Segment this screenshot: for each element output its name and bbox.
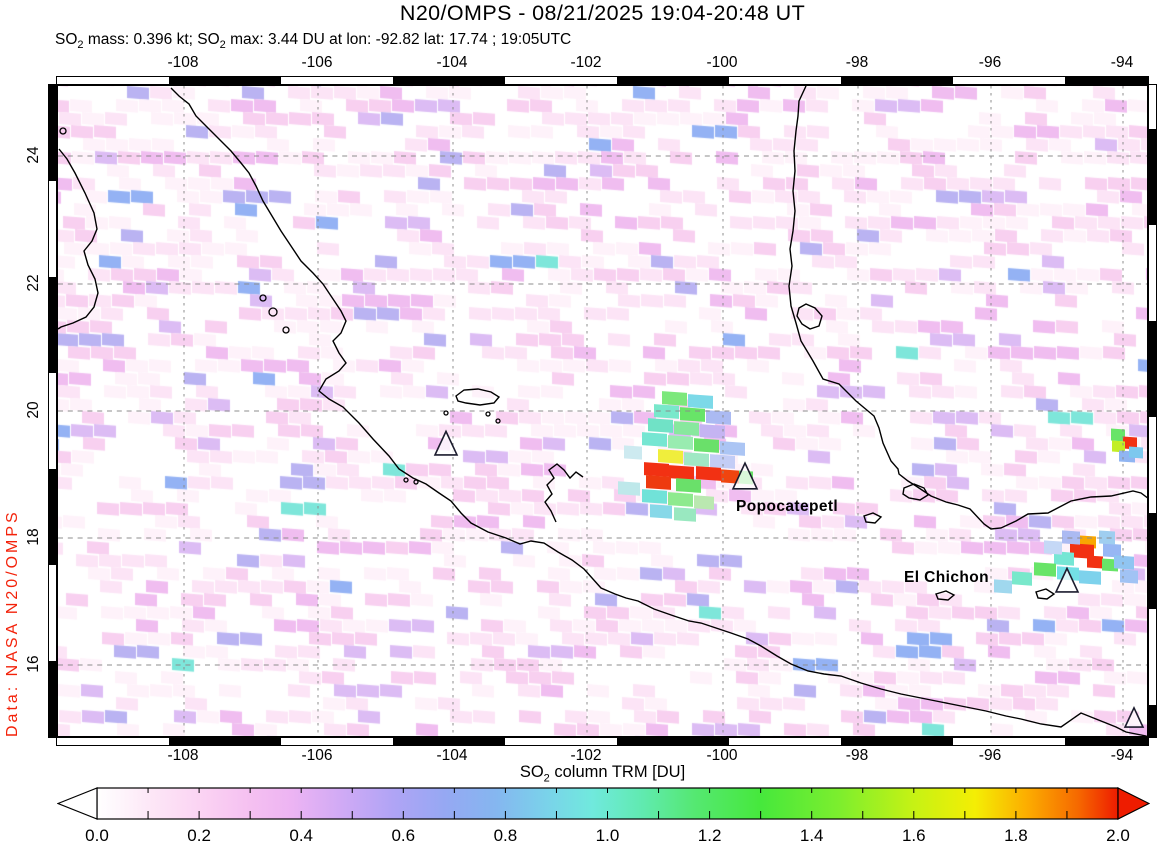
subtitle-text: SO xyxy=(55,31,78,48)
coastline-chiapas-lake-2 xyxy=(1035,588,1056,600)
map-frame-top xyxy=(56,76,1149,85)
volcano-marker-el-chichon xyxy=(1054,566,1080,593)
lat-tick-label-left: 22 xyxy=(25,274,42,292)
coastline-balsas-river xyxy=(544,463,584,523)
islet xyxy=(485,411,491,417)
lon-tick-label-top: -108 xyxy=(167,54,199,71)
colorbar-title-text: column TRM [DU] xyxy=(549,763,686,781)
lon-tick-label-bottom: -106 xyxy=(301,747,333,764)
colorbar-tick-label: 1.2 xyxy=(697,826,722,845)
subtitle-text: max: 3.44 DU at lon: -92.82 lat: 17.74 ;… xyxy=(225,31,572,48)
colorbar-title-subscript: 2 xyxy=(543,772,550,785)
colorbar-title-text: SO xyxy=(519,763,544,781)
lon-tick-label-top: -104 xyxy=(436,54,468,71)
map-plot-area: Popocatepetl El Chichon xyxy=(57,85,1148,737)
colorbar-tick-label: 0.4 xyxy=(289,826,313,845)
colorbar xyxy=(57,787,1150,820)
lon-tick-label-bottom: -98 xyxy=(845,747,869,764)
colorbar-title: SO2 column TRM [DU] xyxy=(57,763,1148,784)
lat-tick-label-left: 24 xyxy=(25,146,42,164)
colorbar-arrow-right xyxy=(1117,787,1150,820)
lon-tick-label-bottom: -102 xyxy=(570,747,602,764)
colorbar-tick-label: 0.2 xyxy=(187,826,211,845)
colorbar-tick-label: 1.0 xyxy=(595,826,620,845)
coastline-baja-california xyxy=(58,148,99,330)
map-overlay-svg xyxy=(58,86,1147,736)
islet xyxy=(495,418,501,424)
islet xyxy=(443,410,449,416)
volcano-label-popocatepetl: Popocatepetl xyxy=(736,498,839,515)
coastline-gulf-coast xyxy=(788,86,1147,530)
lon-tick-label-bottom: -94 xyxy=(1110,747,1134,764)
coastline-pacific-mainland xyxy=(170,87,1147,736)
colorbar-tick-label: 0.6 xyxy=(391,826,416,845)
lat-tick-label-left: 16 xyxy=(25,655,42,673)
lon-tick-label-top: -94 xyxy=(1110,54,1134,71)
islet xyxy=(59,127,67,135)
subtitle-subscript: 2 xyxy=(77,39,84,52)
colorbar-tick-label: 1.4 xyxy=(799,826,824,845)
map-frame-left xyxy=(48,84,57,738)
colorbar-tick-label: 1.8 xyxy=(1004,826,1028,845)
islet xyxy=(268,307,278,317)
map-frame-right xyxy=(1148,84,1157,738)
colorbar-tick-label: 2.0 xyxy=(1106,826,1130,845)
lon-tick-label-bottom: -108 xyxy=(167,747,199,764)
volcano-marker-volcano-unlabeled-corner xyxy=(1123,705,1145,728)
lon-tick-label-top: -98 xyxy=(845,54,869,71)
colorbar-tick-label: 0.8 xyxy=(493,826,518,845)
lon-tick-label-bottom: -104 xyxy=(436,747,468,764)
colorbar-tick-label: 0.0 xyxy=(85,826,109,845)
volcano-marker-popocatepetl xyxy=(731,461,759,490)
coastline-oaxaca-lake xyxy=(863,512,883,524)
lon-tick-label-top: -106 xyxy=(301,54,333,71)
islet xyxy=(403,477,409,483)
volcano-label-layer: Popocatepetl El Chichon xyxy=(58,86,1147,736)
coastline-tampico-lagoon xyxy=(796,303,823,330)
lon-tick-label-bottom: -100 xyxy=(706,747,738,764)
lon-tick-label-top: -102 xyxy=(570,54,602,71)
plot-title: N20/OMPS - 08/21/2025 19:04-20:48 UT xyxy=(399,1,806,25)
coastline-chiapas-lake-1 xyxy=(935,590,956,601)
islet xyxy=(413,479,419,485)
lon-tick-label-top: -100 xyxy=(706,54,738,71)
islet xyxy=(282,326,290,334)
subtitle-text: mass: 0.396 kt; SO xyxy=(83,31,220,48)
volcano-label-el-chichon: El Chichon xyxy=(904,569,989,586)
islet xyxy=(259,294,267,302)
map-frame-bottom xyxy=(56,737,1149,746)
coastline-lake-chapala xyxy=(455,388,501,406)
subtitle-subscript: 2 xyxy=(219,39,226,52)
volcano-marker-volcano-unlabeled-west xyxy=(433,429,459,456)
colorbar-tick-label: 1.6 xyxy=(901,826,926,845)
so2-noise-field-canvas xyxy=(58,86,1147,736)
map: Popocatepetl El Chichon -108 -108 -106 -106 -… xyxy=(25,54,1166,764)
coastline-campeche-lagoon xyxy=(902,483,929,501)
plot-subtitle: SO2 mass: 0.396 kt; SO2 max: 3.44 DU at … xyxy=(55,31,571,51)
lat-tick-label-left: 18 xyxy=(25,528,42,546)
colorbar-arrow-left xyxy=(57,787,98,820)
data-credit: Data: NASA N20/OMPS xyxy=(4,509,21,737)
lat-tick-label-left: 20 xyxy=(25,401,42,419)
lon-tick-label-top: -96 xyxy=(978,54,1002,71)
lon-tick-label-bottom: -96 xyxy=(978,747,1002,764)
